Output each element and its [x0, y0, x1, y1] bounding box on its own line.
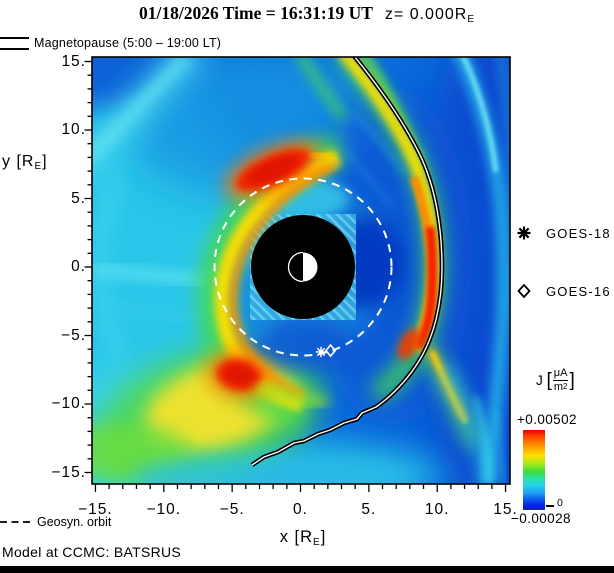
- bottom-black-bar: [0, 566, 614, 573]
- x-tick-label: 10.: [424, 501, 450, 518]
- y-tick-label: −5.: [61, 326, 86, 344]
- colorbar-quantity-label: J [μA m2]: [536, 367, 575, 393]
- geosyn-orbit-legend: Geosyn. orbit: [0, 515, 111, 529]
- colorbar-max-label: +0.00502: [517, 412, 577, 427]
- title-z-subscript: E: [467, 14, 475, 25]
- title-z-cut: z= 0.000R: [384, 6, 468, 23]
- colorbar-min-label: −0.00028: [511, 511, 571, 526]
- x-tick-label: −15.: [78, 501, 113, 518]
- y-tick-label: −10.: [51, 395, 86, 412]
- colorbar: [523, 430, 545, 510]
- page-title: 01/18/2026 Time = 16:31:19 UT z= 0.000RE: [0, 3, 614, 25]
- x-tick-label: 15.: [493, 501, 518, 518]
- x-axis-label: x [RE]: [279, 528, 327, 548]
- unit-numerator: μA: [552, 367, 569, 381]
- satellite-markers: [315, 343, 337, 358]
- unit-denominator: m2: [553, 381, 568, 393]
- y-tick-label: 10.: [61, 121, 86, 138]
- x-tick-label: −5.: [219, 501, 245, 518]
- earth-disk: [251, 215, 355, 319]
- goes-18-label: GOES-18: [546, 225, 611, 241]
- x-tick-label: 0.: [293, 501, 308, 518]
- goes-18-marker: [315, 346, 327, 358]
- magnetopause-curve: [250, 57, 445, 467]
- y-tick-label: 0.: [71, 258, 86, 275]
- y-tick-label: 15.: [61, 52, 86, 70]
- diamond-icon: [517, 283, 531, 299]
- plot-border: [91, 56, 511, 485]
- magnetopause-legend: Magnetopause (5:00 – 19:00 LT): [0, 36, 221, 50]
- goes-16-label: GOES-16: [546, 283, 611, 299]
- dashed-line-icon: [0, 521, 32, 523]
- geosyn-orbit-label: Geosyn. orbit: [37, 515, 112, 529]
- geosync-orbit-circle: [213, 177, 393, 357]
- legend-goes-18: GOES-18: [516, 225, 611, 241]
- x-tick-label: 5.: [361, 501, 377, 518]
- x-tick-label: −10.: [146, 501, 182, 518]
- title-datetime: 01/18/2026 Time = 16:31:19 UT: [139, 3, 373, 23]
- y-tick-label: 5.: [71, 189, 86, 207]
- legend-goes-16: GOES-16: [516, 283, 611, 299]
- earth-nightside-outline: [287, 251, 304, 283]
- y-tick-label: −15.: [51, 463, 86, 481]
- asterisk-icon: [517, 226, 531, 240]
- goes-16-marker: [324, 343, 337, 358]
- colorbar-zero-label: 0: [557, 497, 563, 509]
- magnetopause-line-icon: [0, 36, 29, 50]
- y-axis-label: y [RE]: [2, 153, 48, 172]
- magnetopause-legend-label: Magnetopause (5:00 – 19:00 LT): [34, 36, 222, 50]
- model-credit-label: Model at CCMC: BATSRUS: [2, 544, 182, 560]
- earth-dayside: [303, 252, 318, 282]
- colorbar-zero-tick: [546, 505, 554, 507]
